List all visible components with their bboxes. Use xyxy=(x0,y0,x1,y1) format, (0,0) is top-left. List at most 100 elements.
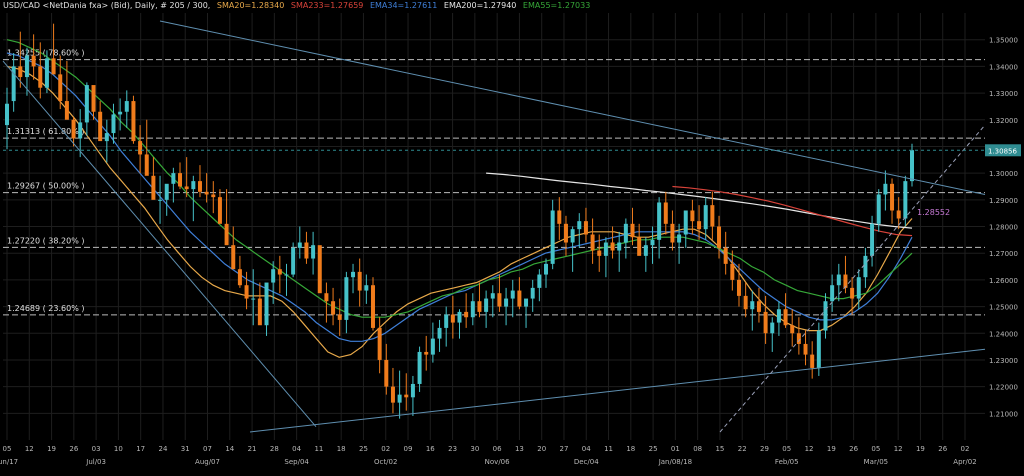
candle-body xyxy=(211,194,216,198)
candle-body xyxy=(237,269,242,286)
candle-body xyxy=(257,298,262,326)
candle-body xyxy=(677,234,682,243)
candle-body xyxy=(284,274,289,276)
candle-body xyxy=(144,154,149,176)
x-month-label: Apr/02 xyxy=(953,458,976,466)
ema55-line xyxy=(6,39,913,318)
ema200-line xyxy=(486,172,913,229)
x-tick-label: 12 xyxy=(25,445,34,453)
x-tick-label: 25 xyxy=(649,445,658,453)
candle-body xyxy=(151,175,156,200)
candle-body xyxy=(457,311,462,323)
candle-body xyxy=(697,221,702,230)
candle-body xyxy=(390,386,395,403)
x-tick-label: 15 xyxy=(715,445,724,453)
x-month-label: Dec/04 xyxy=(574,458,599,466)
candle-body xyxy=(557,210,562,224)
x-tick-label: 04 xyxy=(582,445,591,453)
candle-body xyxy=(417,351,422,384)
candle-body xyxy=(71,119,76,139)
last-price-box xyxy=(985,144,1021,157)
candle-body xyxy=(703,205,708,230)
ema55-legend: EMA55=1.27033 xyxy=(522,1,591,10)
candle-body xyxy=(271,269,276,283)
candle-body xyxy=(138,141,143,155)
x-tick-label: 20 xyxy=(537,445,546,453)
x-tick-label: 19 xyxy=(47,445,56,453)
fib-level-label: 1.29267 ( 50.00% ) xyxy=(7,182,84,191)
trendline-dashed xyxy=(719,124,986,433)
chart-header: USD/CAD <NetDania fxa> (Bid), Daily, # 2… xyxy=(3,0,594,12)
candle-body xyxy=(164,183,169,200)
candle-body xyxy=(31,55,36,67)
candle-body xyxy=(184,186,189,190)
y-tick-label: 1.33000 xyxy=(989,90,1018,98)
candle-body xyxy=(603,242,608,256)
candle-body xyxy=(351,271,356,278)
candle-body xyxy=(231,245,236,270)
candle-body xyxy=(44,58,49,88)
x-tick-label: 23 xyxy=(448,445,457,453)
candle-body xyxy=(450,314,455,323)
candle-body xyxy=(710,205,715,227)
candle-body xyxy=(730,263,735,280)
y-tick-label: 1.34000 xyxy=(989,63,1018,71)
candle-body xyxy=(464,311,469,318)
candle-body xyxy=(643,245,648,256)
candle-body xyxy=(863,255,868,278)
y-tick-label: 1.28000 xyxy=(989,224,1018,232)
candle-body xyxy=(743,295,748,310)
x-tick-label: 12 xyxy=(894,445,903,453)
trendline-lower xyxy=(249,348,986,433)
candle-body xyxy=(264,282,269,326)
y-tick-label: 1.25000 xyxy=(989,304,1018,312)
candle-body xyxy=(490,293,495,299)
x-tick-label: 17 xyxy=(136,445,145,453)
candle-body xyxy=(850,287,855,299)
candle-body xyxy=(424,351,429,355)
candle-body xyxy=(756,301,761,312)
candle-body xyxy=(5,103,9,126)
x-tick-label: 09 xyxy=(404,445,413,453)
candle-body xyxy=(204,191,209,195)
candle-body xyxy=(504,298,509,307)
candle-body xyxy=(317,245,322,294)
candle-body xyxy=(783,309,788,326)
y-tick-label: 1.29000 xyxy=(989,197,1018,205)
candle-body xyxy=(24,55,29,78)
candle-body xyxy=(836,274,841,286)
x-month-label: Nov/06 xyxy=(485,458,510,466)
candle-body xyxy=(410,383,415,398)
candle-body xyxy=(623,223,628,243)
candle-body xyxy=(670,223,675,243)
candle-body xyxy=(384,359,389,387)
x-tick-label: 26 xyxy=(69,445,78,453)
candle-body xyxy=(637,237,642,256)
candle-body xyxy=(617,242,622,251)
candle-body xyxy=(277,269,282,275)
candle-body xyxy=(437,327,442,339)
x-tick-label: 11 xyxy=(604,445,613,453)
candle-body xyxy=(903,181,908,219)
candle-body xyxy=(477,301,482,312)
x-tick-label: 03 xyxy=(92,445,101,453)
candle-body xyxy=(224,223,229,246)
candle-body xyxy=(524,298,529,307)
x-tick-label: 19 xyxy=(916,445,925,453)
candle-body xyxy=(856,277,861,299)
candle-body xyxy=(870,223,875,256)
y-tick-label: 1.30000 xyxy=(989,170,1018,178)
x-tick-label: 11 xyxy=(314,445,323,453)
candle-body xyxy=(217,197,222,224)
x-month-label: Oct/02 xyxy=(374,458,397,466)
x-tick-label: 26 xyxy=(849,445,858,453)
candle-body xyxy=(251,298,256,300)
x-tick-label: 06 xyxy=(493,445,502,453)
trendline-upper xyxy=(159,20,986,195)
candle-body xyxy=(790,325,795,334)
x-month-label: Sep/04 xyxy=(284,458,309,466)
candle-body xyxy=(610,242,615,251)
candle-body xyxy=(657,202,662,240)
